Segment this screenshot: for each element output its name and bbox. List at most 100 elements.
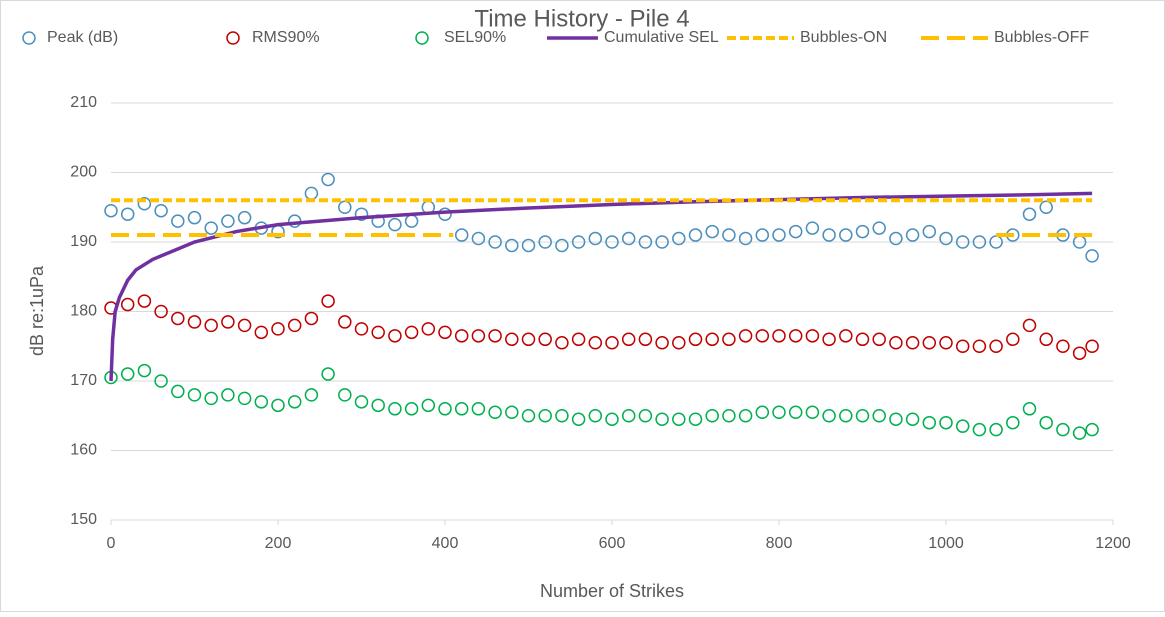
scatter-point [555,409,569,423]
scatter-point [354,322,369,336]
scatter-point [204,221,218,235]
scatter-point [204,391,218,406]
scatter-point [438,402,452,416]
scatter-point [1056,339,1070,353]
scatter-point [237,210,252,225]
scatter-point [137,363,152,378]
scatter-point [287,318,302,333]
scatter-point [772,329,786,343]
scatter-point [738,231,753,246]
scatter-point [872,221,886,235]
scatter-point [338,388,352,402]
scatter-point [955,339,970,353]
scatter-point [621,409,636,423]
x-tick-label: 800 [766,535,793,552]
scatter-point [855,409,870,423]
scatter-point [204,318,218,333]
scatter-point [839,228,853,242]
scatter-point [104,203,118,218]
scatter-point [404,402,419,416]
scatter-point [137,294,152,308]
scatter-point [872,332,886,347]
y-tick-label: 160 [70,442,97,459]
scatter-point [705,409,719,423]
scatter-point [471,329,486,343]
scatter-point [605,336,619,350]
scatter-point [638,332,653,347]
scatter-point [237,318,252,333]
scatter-point [805,221,820,235]
scatter-point [1039,332,1053,347]
scatter-point [1006,415,1020,430]
scatter-point [221,388,235,402]
scatter-point [822,228,836,242]
scatter-point [972,339,987,353]
scatter-point [321,172,335,187]
scatter-point [705,332,719,347]
scatter-point [738,329,753,343]
scatter-point [120,367,135,381]
legend-label: RMS90% [252,29,320,46]
scatter-point [1022,402,1037,416]
scatter-point [989,422,1003,437]
scatter-point [171,384,185,399]
scatter-point [221,315,235,329]
scatter-point [137,197,152,211]
scatter-series [104,294,1099,360]
scatter-point [822,409,836,423]
scatter-point [555,336,569,350]
scatter-point [471,402,486,416]
scatter-point [338,200,352,214]
scatter-point [889,231,903,246]
scatter-point [989,339,1003,353]
scatter-point [1056,422,1070,437]
scatter-point [905,336,920,350]
y-tick-label: 190 [70,233,97,250]
legend-label: Peak (dB) [47,29,118,46]
scatter-point [505,405,519,420]
scatter-point [705,224,719,239]
scatter-point [154,374,168,388]
scatter-point [120,297,135,312]
scatter-point [672,336,686,350]
scatter-point [388,217,402,232]
scatter-point [655,336,669,350]
scatter-point [571,332,586,347]
scatter-point [521,238,536,253]
scatter-point [772,405,786,420]
scatter-point [371,398,385,413]
scatter-point [571,412,586,426]
scatter-point [839,409,853,423]
scatter-point [788,224,803,239]
scatter-point [688,228,703,242]
scatter-point [171,311,185,326]
scatter-point [421,322,436,336]
scatter-point [154,304,168,319]
scatter-point [388,402,402,416]
scatter-point [955,419,970,433]
legend-marker [415,31,429,45]
legend-marker [22,31,36,45]
scatter-point [1072,346,1087,360]
scatter-point [321,367,335,381]
scatter-point [1039,200,1053,214]
legend-label: Bubbles-ON [800,29,887,46]
scatter-point [505,332,519,347]
scatter-point [655,412,669,426]
scatter-point [755,228,770,242]
scatter-point [1085,249,1099,263]
scatter-point [839,329,853,343]
scatter-point [922,224,937,239]
x-tick-label: 200 [265,535,292,552]
scatter-point [588,231,603,246]
scatter-point [805,329,820,343]
scatter-point [454,228,469,242]
legend-label: Bubbles-OFF [994,29,1089,46]
scatter-point [538,409,552,423]
scatter-point [287,395,302,409]
scatter-point [972,235,987,249]
scatter-point [738,409,753,423]
scatter-point [939,415,953,430]
scatter-point [187,315,202,329]
scatter-point [788,329,803,343]
